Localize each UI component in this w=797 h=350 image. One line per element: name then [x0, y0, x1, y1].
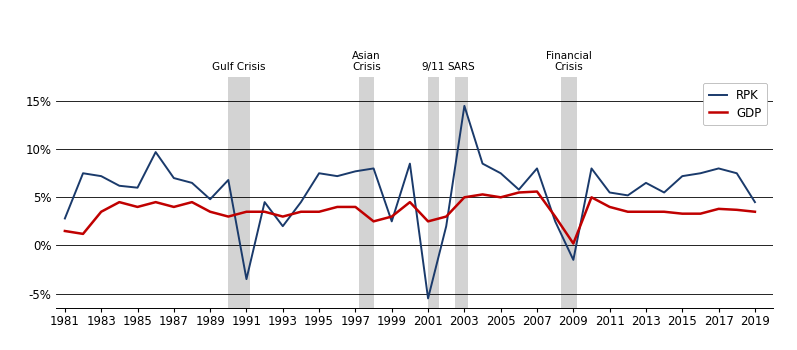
- Bar: [455, 77, 468, 308]
- Text: SARS: SARS: [448, 62, 476, 72]
- Text: Asian
Crisis: Asian Crisis: [352, 51, 381, 72]
- Text: Financial
Crisis: Financial Crisis: [546, 51, 591, 72]
- Text: Gulf Crisis: Gulf Crisis: [213, 62, 266, 72]
- Legend: RPK, GDP: RPK, GDP: [703, 83, 768, 125]
- Bar: [428, 77, 439, 308]
- Bar: [228, 77, 250, 308]
- Bar: [560, 77, 577, 308]
- Text: 9/11: 9/11: [422, 62, 446, 72]
- Bar: [359, 77, 374, 308]
